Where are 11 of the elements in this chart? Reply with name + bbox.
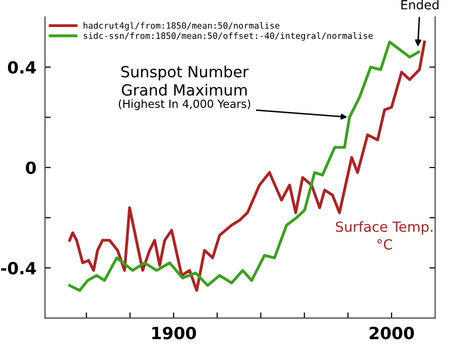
y-tick-label: 0.4: [8, 61, 36, 74]
x-tick-label: 1900: [152, 326, 196, 340]
annotation: (Highest In 4,000 Years): [118, 99, 250, 110]
y-tick-label: 0: [26, 161, 36, 174]
annotation: Sunspot Number Grand Maximum: [121, 66, 249, 96]
legend-label: sidc-ssn/from:1850/mean:50/offset:-40/integral/normalise: [84, 32, 373, 41]
x-tick-label: 2000: [370, 326, 414, 340]
y-tick-label: -0.4: [1, 262, 36, 274]
legend-label: hadcrut4gl/from:1850/mean:50/normalise: [84, 22, 280, 31]
annotation: Ended: [401, 0, 438, 10]
annotation: Surface Temp. °C: [336, 221, 432, 250]
